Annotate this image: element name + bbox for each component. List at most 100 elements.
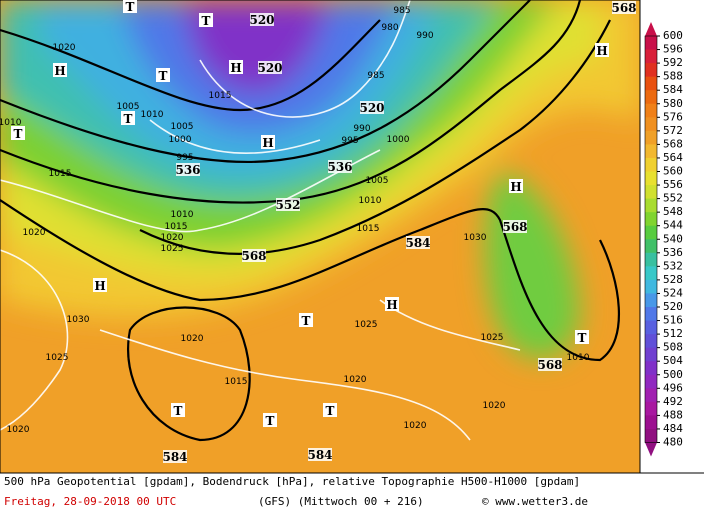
isobar-label: 1000: [169, 135, 192, 145]
label-box: [406, 236, 430, 249]
map: [0, 0, 640, 473]
legend-swatch: [645, 198, 657, 213]
label-box: [121, 111, 135, 125]
label-box: [11, 126, 25, 140]
contour-label: 568: [502, 220, 527, 234]
pressure-center: T: [174, 404, 183, 418]
label-box: [163, 450, 187, 463]
contour-label: 568: [241, 249, 266, 263]
legend-swatch: [645, 415, 657, 430]
label-box: [258, 61, 282, 74]
isobar-label: 1025: [481, 333, 504, 343]
isobar-label: 1020: [483, 401, 506, 411]
isobar-label: 985: [393, 6, 410, 16]
contour-label: 552: [275, 198, 300, 212]
caption-line: 500 hPa Geopotential [gpdam], Bodendruck…: [4, 475, 580, 488]
legend-tick-label: 592: [663, 56, 683, 69]
legend-tick-label: 552: [663, 192, 683, 205]
isobar-label: 1010: [0, 118, 22, 128]
pressure-center: H: [262, 136, 273, 150]
isobar-label: 1015: [225, 377, 248, 387]
label-box: [575, 330, 589, 344]
legend-tick-label: 532: [663, 259, 683, 272]
legend-tick-label: 488: [663, 408, 683, 421]
pressure-center: H: [596, 44, 607, 58]
contour-label: 520: [257, 61, 282, 75]
isobar-label: 1020: [23, 228, 46, 238]
legend-swatch: [645, 293, 657, 308]
label-box: [323, 403, 337, 417]
legend-swatch: [645, 239, 657, 254]
legend-tick-label: 600: [663, 29, 683, 42]
pressure-center: H: [230, 61, 241, 75]
isobar-label: 1005: [366, 176, 389, 186]
label-box: [199, 13, 213, 27]
isobar-label: 1010: [171, 210, 194, 220]
legend-swatch: [645, 76, 657, 91]
legend-tick-label: 560: [663, 165, 683, 178]
label-box: [509, 179, 523, 193]
legend-swatch: [645, 252, 657, 267]
pressure-center: T: [302, 314, 311, 328]
caption-model: (GFS) (Mittwoch 00 + 216): [258, 495, 424, 508]
label-box: [308, 448, 332, 461]
isobar-label: 1010: [567, 353, 590, 363]
isobar-label: 1000: [387, 135, 410, 145]
legend-tick-label: 576: [663, 110, 683, 123]
legend-tick-label: 540: [663, 232, 683, 245]
isobar-label: 1015: [165, 222, 188, 232]
legend-swatch: [645, 374, 657, 389]
isobar-label: 1025: [161, 244, 184, 254]
isobar-label: 1030: [67, 315, 90, 325]
caption-date: Freitag, 28-09-2018 00 UTC: [4, 495, 176, 508]
legend-tick-label: 512: [663, 327, 683, 340]
contour-label: 568: [537, 358, 562, 372]
legend-tick-label: 572: [663, 124, 683, 137]
legend-tick-label: 544: [663, 219, 683, 232]
isobar-label: 1020: [53, 43, 76, 53]
legend-swatch: [645, 334, 657, 349]
legend-tick-label: 536: [663, 246, 683, 259]
label-box: [595, 43, 609, 57]
legend-swatch: [645, 157, 657, 172]
legend-swatch: [645, 279, 657, 294]
isobar-label: 990: [416, 31, 433, 41]
legend-tick-label: 596: [663, 43, 683, 56]
legend-tick-label: 520: [663, 300, 683, 313]
legend-tick-label: 588: [663, 70, 683, 83]
legend-swatch: [645, 185, 657, 200]
legend-tick-label: 492: [663, 395, 683, 408]
isobar-label: 1015: [209, 91, 232, 101]
pressure-center: T: [124, 112, 133, 126]
legend-tick-label: 504: [663, 354, 683, 367]
legend-tick-label: 528: [663, 273, 683, 286]
contour-label: 536: [175, 163, 200, 177]
pressure-center: T: [126, 0, 135, 14]
legend-tick-label: 564: [663, 151, 683, 164]
pressure-center: H: [510, 180, 521, 194]
label-box: [385, 297, 399, 311]
legend-tick-label: 568: [663, 137, 683, 150]
pressure-center: T: [202, 14, 211, 28]
legend-swatch: [645, 361, 657, 376]
contour-label: 584: [307, 448, 332, 462]
legend-swatch: [645, 103, 657, 118]
isobar-label: 1025: [46, 353, 69, 363]
isobar-label: 995: [176, 153, 193, 163]
label-box: [123, 0, 137, 13]
pressure-center: H: [54, 64, 65, 78]
legend-swatch: [645, 212, 657, 227]
isobar-label: 1015: [357, 224, 380, 234]
isobar-label: 1020: [181, 334, 204, 344]
isobar-label: 1015: [49, 169, 72, 179]
isobar-label: 1020: [7, 425, 30, 435]
pressure-center: H: [386, 298, 397, 312]
legend-tick-label: 480: [663, 436, 683, 449]
legend-swatch: [645, 307, 657, 322]
pressure-center: T: [14, 127, 23, 141]
legend-swatch: [645, 428, 657, 443]
legend-tick-label: 500: [663, 368, 683, 381]
isobar-label: 990: [353, 124, 370, 134]
